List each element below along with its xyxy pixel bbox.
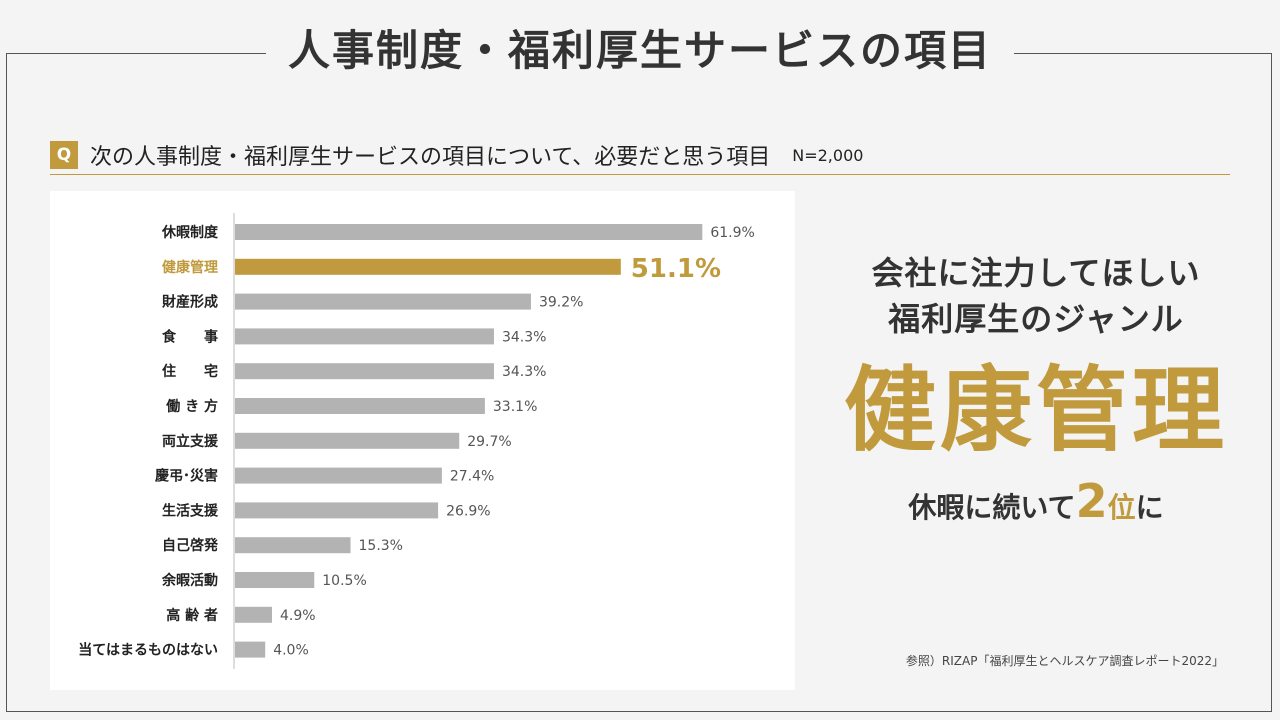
category-label: 健康管理 [162,259,218,276]
category-label: 高 齢 者 [166,607,218,624]
title-wrap: 人事制度・福利厚生サービスの項目 [0,20,1280,82]
value-label: 27.4% [450,469,494,485]
bar [235,328,494,345]
category-label: 自己啓発 [162,537,219,554]
rank-prefix: 休暇に続いて [908,491,1076,524]
bar [235,572,315,588]
question-text: 次の人事制度・福利厚生サービスの項目について、必要だと思う項目 [90,145,771,170]
category-label: 生活支援 [162,502,219,519]
rank-number: 2 [1075,474,1108,528]
value-label: 51.1% [631,254,721,284]
bar [235,224,703,240]
highlight-keyword: 健康管理 [843,357,1228,464]
question-badge: Q [50,141,78,169]
bar [235,537,351,554]
bar-chart-panel: 休暇制度 61.9% 健康管理 51.1% 財産形成 39.2% 食 事 34.3% 住 宅 34… [50,191,795,690]
highlight-panel: 会社に注力してほしい 福利厚生のジャンル 健康管理 休暇に続いて2位に [812,250,1260,533]
value-label: 4.0% [273,643,309,659]
category-label: 働 き 方 [165,398,218,415]
value-label: 15.3% [359,538,403,554]
page-title: 人事制度・福利厚生サービスの項目 [265,20,1014,82]
value-label: 34.3% [502,364,546,380]
bar [235,641,266,658]
value-label: 33.1% [493,399,537,415]
value-label: 61.9% [710,225,754,241]
rank-suffix: に [1135,491,1164,524]
bar [235,432,460,449]
bar [235,363,494,380]
bar [235,293,531,310]
category-label: 両立支援 [162,433,219,450]
rank-statement: 休暇に続いて2位に [812,476,1260,533]
rank-unit: 位 [1107,491,1136,524]
headline-line-1: 会社に注力してほしい [871,254,1201,292]
source-note: 参照）RIZAP「福利厚生とヘルスケア調査レポート2022」 [905,654,1224,668]
bar [235,467,442,484]
bar [235,258,621,275]
category-label: 余暇活動 [161,572,218,589]
headline-line-2: 福利厚生のジャンル [888,300,1184,338]
question-divider [50,174,1230,175]
bar [235,502,439,519]
value-label: 4.9% [280,608,316,624]
category-label: 住 宅 [162,363,218,380]
category-label: 財産形成 [161,294,218,311]
value-label: 39.2% [539,295,583,311]
question-row: Q 次の人事制度・福利厚生サービスの項目について、必要だと思う項目 N=2,00… [50,140,863,170]
value-label: 10.5% [322,573,366,589]
bar [235,398,485,414]
bar-chart: 休暇制度 61.9% 健康管理 51.1% 財産形成 39.2% 食 事 34.3% 住 宅 34… [78,213,755,669]
category-label: 食 事 [162,328,218,345]
value-label: 26.9% [446,503,490,519]
category-label: 慶弔･災害 [155,468,218,485]
value-label: 34.3% [502,329,546,345]
category-label: 当てはまるものはない [78,642,218,659]
category-label: 休暇制度 [161,224,219,241]
sample-size: N=2,000 [792,145,864,165]
bar [235,606,272,623]
value-label: 29.7% [467,434,511,450]
